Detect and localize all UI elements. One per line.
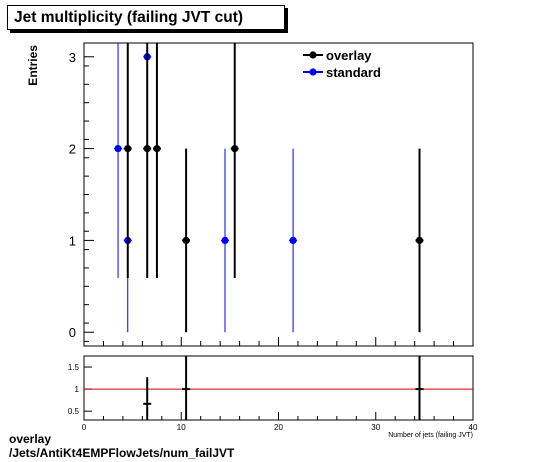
ratio-x-tick-label: 30 [371,423,380,432]
y-tick-label: 0 [69,325,76,340]
ratio-y-tick-label: 0.5 [68,407,80,416]
footer-label: overlay [9,432,52,446]
ratio-y-tick-label: 1 [75,385,80,394]
data-point-overlay [153,144,161,153]
footer-path: /Jets/AntiKt4EMPFlowJets/num_failJVT [9,446,235,460]
data-point-standard [114,144,122,153]
data-point-overlay [182,236,190,245]
legend-marker-standard [309,68,317,76]
data-point-standard [289,236,297,245]
y-axis-label: Entries [26,45,40,86]
ratio-x-tick-label: 0 [82,423,87,432]
ratio-x-tick-label: 40 [469,423,478,432]
y-tick-label: 3 [69,50,76,65]
y-tick-label: 2 [69,142,76,157]
data-point-standard [221,236,229,245]
ratio-y-tick-label: 1.5 [68,363,80,372]
legend: overlay standard [303,48,381,80]
y-tick-label: 1 [69,233,76,248]
data-point-overlay [415,236,424,245]
legend-label-overlay: overlay [326,48,372,63]
data-point-overlay [124,144,132,153]
ratio-frame [83,355,474,421]
main-panel: 0 1 2 3 Entries overlay standard [26,42,474,347]
title-box: Jet multiplicity (failing JVT cut) [7,5,285,30]
legend-label-standard: standard [326,65,381,80]
ratio-x-tick-label: 10 [177,423,186,432]
data-point-overlay [231,144,239,153]
legend-marker-overlay [309,51,317,59]
data-point-overlay [143,144,151,153]
main-frame [83,42,474,347]
ratio-x-tick-label: 20 [274,423,283,432]
chart-title: Jet multiplicity (failing JVT cut) [14,9,244,26]
x-axis-label: Number of jets (failing JVT) [388,432,473,439]
